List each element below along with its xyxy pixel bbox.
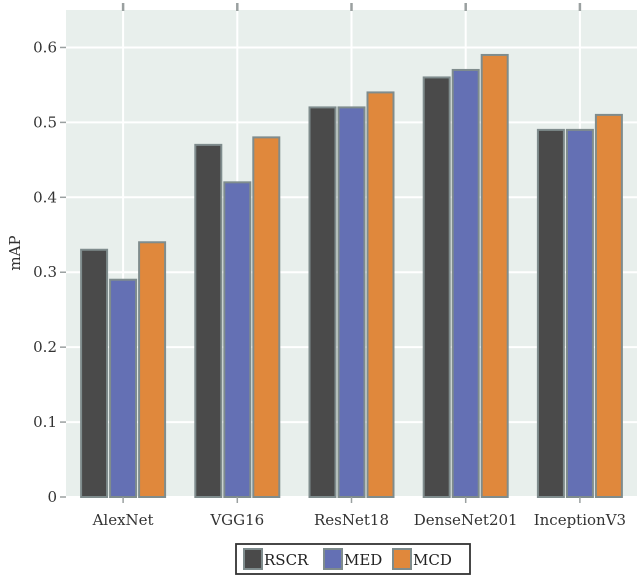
legend-frame: [235, 543, 471, 575]
legend-swatch-rscr: [243, 548, 263, 570]
bar-med: [451, 68, 480, 498]
y-axis-label: mAP: [6, 235, 24, 270]
bar-rscr: [536, 128, 565, 498]
bar-med: [109, 278, 138, 498]
x-tick-label: AlexNet: [92, 511, 154, 529]
y-tick-label: 0.2: [33, 338, 57, 356]
legend-label-med: MED: [344, 551, 382, 569]
bar-mcd: [138, 241, 167, 498]
y-tick-label: 0: [47, 488, 57, 506]
y-tick-label: 0.3: [33, 263, 57, 281]
bars: [80, 53, 623, 499]
bar-rscr: [422, 76, 451, 499]
x-tick-label: VGG16: [209, 511, 264, 529]
bar-med: [565, 128, 594, 498]
x-tick-label: DenseNet201: [414, 511, 518, 529]
bar-med: [223, 181, 252, 498]
y-tick-label: 0.1: [33, 413, 57, 431]
legend-label-mcd: MCD: [413, 551, 452, 569]
bar-mcd: [252, 136, 281, 498]
legend: RSCR MED MCD: [235, 543, 471, 575]
bar-rscr: [80, 248, 109, 498]
x-tick-label: ResNet18: [314, 511, 389, 529]
y-tick-label: 0.6: [33, 38, 57, 56]
x-tick-label: InceptionV3: [534, 511, 626, 529]
y-tick-label: 0.5: [33, 113, 57, 131]
legend-label-rscr: RSCR: [264, 551, 309, 569]
bar-mcd: [480, 53, 509, 498]
bar-mcd: [594, 113, 623, 499]
y-tick-label: 0.4: [33, 188, 57, 206]
bar-rscr: [194, 143, 223, 498]
bar-med: [337, 106, 366, 499]
axis-ticks: 0 0.1 0.2 0.3 0.4 0.5 0.6 AlexNet VGG16 ResNet18 D…: [33, 3, 626, 529]
bar-mcd: [366, 91, 395, 499]
bar-rscr: [308, 106, 337, 499]
legend-swatch-mcd: [392, 548, 412, 570]
legend-swatch-med: [323, 548, 343, 570]
